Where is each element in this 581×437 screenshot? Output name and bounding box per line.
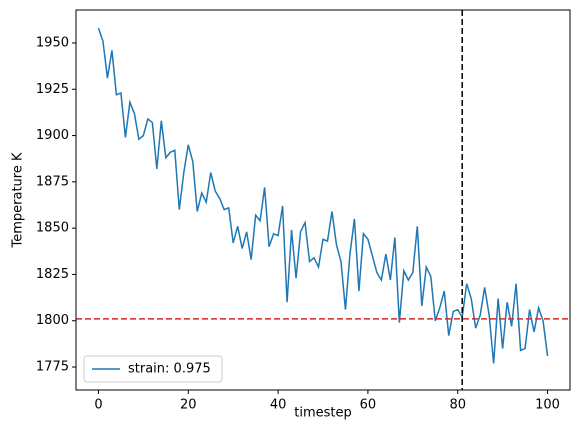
y-axis-label: Temperature K [11, 152, 26, 248]
x-tick-label: 20 [180, 398, 197, 413]
legend-box [83, 355, 223, 383]
y-tick-label: 1775 [36, 360, 69, 375]
y-tick-label: 1900 [36, 128, 69, 143]
y-tick-label: 1825 [36, 267, 69, 282]
x-tick-label: 0 [94, 398, 102, 413]
y-tick-label: 1925 [36, 82, 69, 97]
x-axis-label: timestep [294, 406, 352, 421]
y-tick-label: 1850 [36, 221, 69, 236]
x-tick-label: 40 [270, 398, 287, 413]
x-tick-label: 60 [360, 398, 377, 413]
plot-frame [75, 9, 571, 391]
y-tick-label: 1950 [36, 35, 69, 50]
y-tick-label: 1875 [36, 174, 69, 189]
x-tick-label: 80 [449, 398, 466, 413]
legend-label: strain: 0.975 [128, 362, 211, 377]
y-tick-label: 1800 [36, 313, 69, 328]
x-tick-label: 100 [535, 398, 560, 413]
data-line [97, 27, 549, 364]
